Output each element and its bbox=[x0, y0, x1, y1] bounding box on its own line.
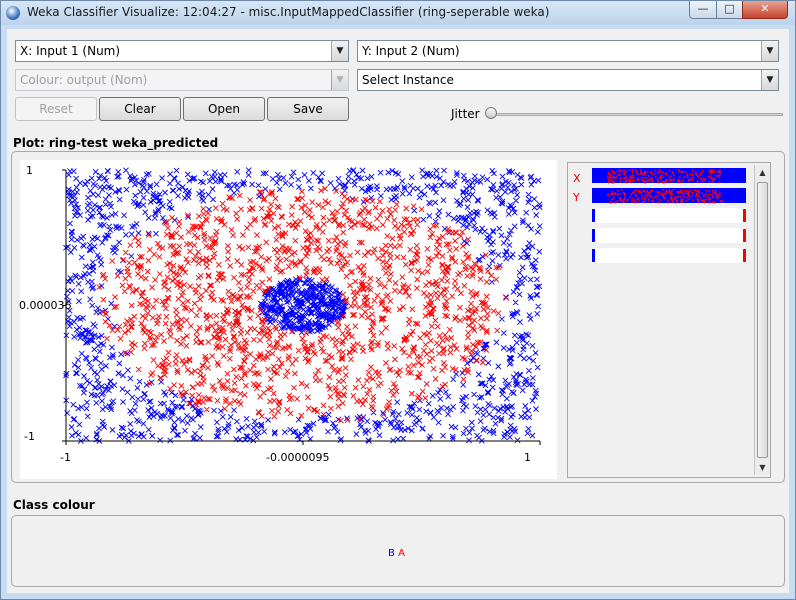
y-axis-select[interactable]: Y: Input 2 (Num) ▼ bbox=[357, 40, 779, 62]
jitter-label: Jitter bbox=[451, 107, 480, 121]
x-axis-mid-label: -0.0000095 bbox=[266, 451, 330, 464]
attribute-bar-background bbox=[592, 228, 746, 243]
attribute-bar-background bbox=[592, 168, 746, 183]
attribute-bar-points bbox=[607, 169, 722, 184]
colour-select: Colour: output (Nom) ▼ bbox=[15, 69, 349, 91]
y-axis-min-label: -1 bbox=[24, 430, 35, 443]
attribute-bar-edge bbox=[592, 249, 595, 262]
y-axis-mid-label: 0.000036 bbox=[19, 299, 72, 312]
plot-axes bbox=[62, 169, 541, 445]
chevron-down-icon: ▼ bbox=[761, 41, 778, 61]
attribute-bar-svg bbox=[592, 228, 746, 243]
select-instance-value: Select Instance bbox=[362, 73, 454, 87]
chevron-down-icon: ▼ bbox=[331, 41, 348, 61]
plot-title: Plot: ring-test weka_predicted bbox=[13, 136, 219, 150]
attribute-bar-svg bbox=[592, 188, 746, 204]
clear-button[interactable]: Clear bbox=[99, 97, 181, 121]
title-bar[interactable]: Weka Classifier Visualize: 12:04:27 - mi… bbox=[1, 1, 795, 25]
visualize-panel: X: Input 1 (Num) ▼ Y: Input 2 (Num) ▼ Co… bbox=[7, 29, 789, 593]
attribute-bar-input-1[interactable] bbox=[592, 167, 746, 184]
scroll-down-icon[interactable]: ▼ bbox=[759, 463, 766, 472]
attribute-bar-background bbox=[592, 248, 746, 263]
attribute-bar[interactable] bbox=[592, 247, 746, 264]
x-axis-max-label: 1 bbox=[524, 451, 531, 464]
maximize-button[interactable]: □ bbox=[716, 1, 743, 19]
chevron-down-icon: ▼ bbox=[761, 70, 778, 90]
attribute-bar-svg bbox=[592, 168, 746, 184]
y-axis-max-label: 1 bbox=[26, 164, 33, 177]
attribute-bar-svg bbox=[592, 208, 746, 223]
close-button[interactable]: ✕ bbox=[742, 1, 788, 19]
x-axis-min-label: -1 bbox=[60, 451, 71, 464]
series-a-points bbox=[96, 185, 510, 424]
colour-value: Colour: output (Nom) bbox=[20, 73, 148, 87]
attribute-bar-background bbox=[592, 208, 746, 223]
attribute-bar-edge bbox=[743, 229, 746, 242]
data-points bbox=[63, 167, 543, 444]
x-axis-select[interactable]: X: Input 1 (Num) ▼ bbox=[15, 40, 349, 62]
plot-panel: 1 0.000036 -1 -1 -0.0000095 1 X Y ▲ ▼ bbox=[11, 151, 785, 483]
attribute-bar-edge bbox=[743, 209, 746, 222]
minimize-button[interactable]: — bbox=[689, 1, 717, 19]
scroll-up-icon[interactable]: ▲ bbox=[759, 168, 766, 177]
attr-x-indicator: X bbox=[573, 172, 581, 185]
attribute-bar[interactable] bbox=[592, 207, 746, 224]
jitter-slider-thumb[interactable] bbox=[485, 107, 497, 119]
class-colour-panel: B A bbox=[11, 515, 785, 587]
select-instance-select[interactable]: Select Instance ▼ bbox=[357, 69, 779, 91]
reset-button: Reset bbox=[15, 97, 97, 121]
jitter-slider-track[interactable] bbox=[489, 113, 783, 116]
scatter-plot[interactable]: 1 0.000036 -1 -1 -0.0000095 1 bbox=[19, 160, 557, 479]
class-legend: B A bbox=[388, 548, 405, 559]
legend-class-b[interactable]: B bbox=[388, 548, 395, 559]
attribute-bar-background bbox=[592, 188, 746, 203]
attribute-bar-svg bbox=[592, 248, 746, 263]
attribute-scrollbar[interactable]: ▲ ▼ bbox=[754, 165, 770, 475]
attribute-bar-edge bbox=[743, 249, 746, 262]
attribute-bar-edge bbox=[592, 229, 595, 242]
scrollbar-thumb[interactable] bbox=[757, 182, 768, 458]
attribute-bar[interactable] bbox=[592, 227, 746, 244]
class-colour-title: Class colour bbox=[13, 498, 95, 512]
scatter-plot-svg bbox=[62, 167, 543, 445]
legend-class-a[interactable]: A bbox=[398, 548, 405, 559]
chevron-down-icon: ▼ bbox=[331, 70, 348, 90]
x-axis-value: X: Input 1 (Num) bbox=[20, 44, 121, 58]
attribute-panel: X Y ▲ ▼ bbox=[567, 162, 771, 478]
weka-app-icon bbox=[6, 6, 20, 20]
attr-y-indicator: Y bbox=[573, 191, 580, 204]
attribute-bar-edge bbox=[592, 209, 595, 222]
attribute-bar-input-2[interactable] bbox=[592, 187, 746, 204]
window-title: Weka Classifier Visualize: 12:04:27 - mi… bbox=[27, 5, 550, 19]
open-button[interactable]: Open bbox=[183, 97, 265, 121]
save-button[interactable]: Save bbox=[267, 97, 349, 121]
attribute-bar-points bbox=[607, 189, 723, 204]
y-axis-value: Y: Input 2 (Num) bbox=[362, 44, 460, 58]
